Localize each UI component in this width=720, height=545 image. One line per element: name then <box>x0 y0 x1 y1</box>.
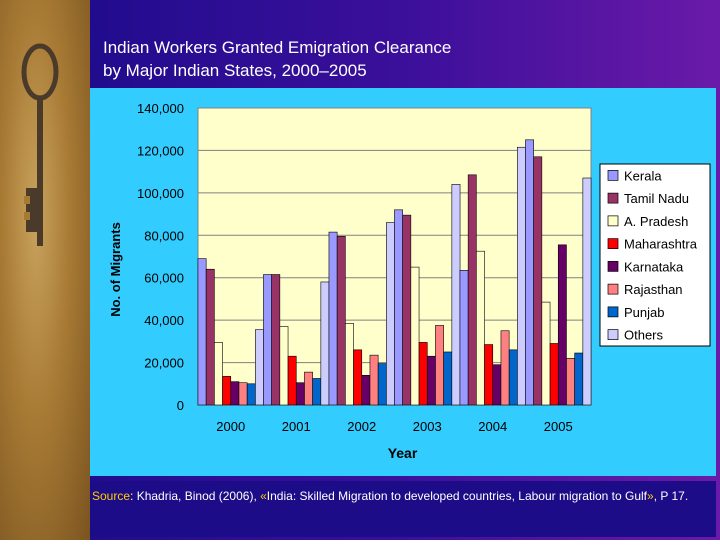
legend-label: Punjab <box>624 305 664 320</box>
bar-rajasthan-2005 <box>566 358 575 406</box>
bar-maharashtra-2001 <box>287 355 297 406</box>
legend-swatch-punjab <box>607 306 619 318</box>
bar-others-2003 <box>451 184 461 406</box>
bar-tamil-nadu-2001 <box>271 274 281 406</box>
bar-rajasthan-2002 <box>369 354 379 406</box>
bar-punjab-2000 <box>246 383 256 406</box>
bar-punjab-2003 <box>443 351 453 406</box>
bar-karnataka-2005 <box>557 244 567 406</box>
bar-chart: 0 20,000 40,000 60,000 80,000 100,000 120,000 1… <box>108 101 711 461</box>
key-icon <box>21 43 59 246</box>
bar-punjab-2005 <box>574 352 584 406</box>
source-text: : Khadria, Binod (2006), <box>130 489 261 503</box>
legend-swatch-rajasthan <box>607 283 619 295</box>
bar-tamil-nadu-2000 <box>205 268 215 406</box>
source-citation: Source: Khadria, Binod (2006), «India: S… <box>90 481 716 537</box>
bar-kerala-2001 <box>263 274 272 406</box>
key-photo <box>0 0 90 540</box>
bar-others-2002 <box>386 222 395 406</box>
legend-label: Rajasthan <box>624 282 683 297</box>
bar-rajasthan-2000 <box>238 382 248 406</box>
bar-kerala-2000 <box>197 258 207 406</box>
bar-karnataka-2002 <box>361 374 371 406</box>
bar-maharashtra-2004 <box>484 344 494 406</box>
x-tick-label: 2005 <box>544 419 573 434</box>
bar-a-pradesh-2004 <box>476 250 485 406</box>
y-axis-title: No. of Migrants <box>108 222 123 317</box>
bar-maharashtra-2005 <box>549 343 559 406</box>
legend-label: A. Pradesh <box>624 214 688 229</box>
y-tick-label: 40,000 <box>144 313 184 328</box>
legend-label: Others <box>624 328 664 343</box>
legend-swatch-kerala <box>607 170 619 181</box>
legend-label: Tamil Nadu <box>624 191 689 206</box>
legend-swatch-others <box>607 329 619 340</box>
bar-others-2000 <box>255 329 264 406</box>
bar-tamil-nadu-2005 <box>533 156 543 406</box>
bar-a-pradesh-2001 <box>279 326 289 406</box>
legend-swatch-karnataka <box>607 261 619 272</box>
y-tick-label: 60,000 <box>144 271 184 286</box>
bar-others-2001 <box>320 281 330 406</box>
x-tick-label: 2000 <box>216 419 245 434</box>
source-label: Source <box>92 489 131 503</box>
legend-swatch-tamil-nadu <box>607 192 619 204</box>
bar-kerala-2002 <box>328 231 338 406</box>
bar-maharashtra-2003 <box>418 342 428 406</box>
x-tick-label: 2003 <box>413 419 442 434</box>
bar-a-pradesh-2003 <box>410 266 420 406</box>
bar-kerala-2003 <box>394 209 403 406</box>
slide-title: Indian Workers Granted Emigration Cleara… <box>103 36 703 82</box>
y-tick-label: 100,000 <box>137 186 184 201</box>
bar-maharashtra-2000 <box>222 376 232 406</box>
chart-frame: 0 20,000 40,000 60,000 80,000 100,000 120,000 1… <box>90 88 716 476</box>
x-tick-label: 2001 <box>282 419 311 434</box>
y-tick-label: 0 <box>177 398 184 413</box>
legend-swatch-a-pradesh <box>607 215 619 227</box>
bar-rajasthan-2003 <box>435 325 444 406</box>
source-page: , P 17. <box>653 489 689 503</box>
bar-kerala-2004 <box>459 269 469 406</box>
source-quote-open: « <box>260 489 267 503</box>
bar-a-pradesh-2002 <box>345 323 354 406</box>
bar-others-2005 <box>582 177 592 406</box>
y-tick-label: 20,000 <box>144 356 184 371</box>
legend-label: Karnataka <box>624 259 684 274</box>
slide-title-line-2: by Major Indian States, 2000–2005 <box>103 61 367 80</box>
bar-tamil-nadu-2003 <box>402 214 412 406</box>
bar-punjab-2001 <box>312 378 322 406</box>
legend-swatch-maharashtra <box>607 238 619 249</box>
bar-karnataka-2000 <box>230 381 240 406</box>
bar-tamil-nadu-2004 <box>467 174 477 406</box>
x-tick-label: 2004 <box>478 419 507 434</box>
bar-karnataka-2001 <box>295 382 305 406</box>
bar-punjab-2002 <box>377 363 387 406</box>
bar-punjab-2004 <box>508 349 518 406</box>
bar-kerala-2005 <box>525 139 534 406</box>
y-tick-label: 140,000 <box>137 101 184 116</box>
source-work: India: Skilled Migration to developed co… <box>266 489 648 503</box>
source-quote-close: » <box>647 489 654 503</box>
slide-title-line-1: Indian Workers Granted Emigration Cleara… <box>103 38 452 57</box>
bar-a-pradesh-2005 <box>541 301 551 406</box>
legend-label: Maharashtra <box>624 237 698 252</box>
y-tick-label: 80,000 <box>144 228 184 243</box>
bar-karnataka-2004 <box>492 364 502 406</box>
bar-maharashtra-2002 <box>353 349 363 406</box>
bar-others-2004 <box>517 146 526 406</box>
bar-tamil-nadu-2002 <box>336 236 346 406</box>
legend-label: Kerala <box>624 168 662 183</box>
x-axis-title: Year <box>388 445 418 461</box>
bar-a-pradesh-2000 <box>214 342 223 406</box>
bar-karnataka-2003 <box>426 355 436 406</box>
bar-rajasthan-2004 <box>500 330 510 406</box>
bar-rajasthan-2001 <box>304 371 313 406</box>
y-tick-label: 120,000 <box>137 143 184 158</box>
x-tick-label: 2002 <box>347 419 376 434</box>
